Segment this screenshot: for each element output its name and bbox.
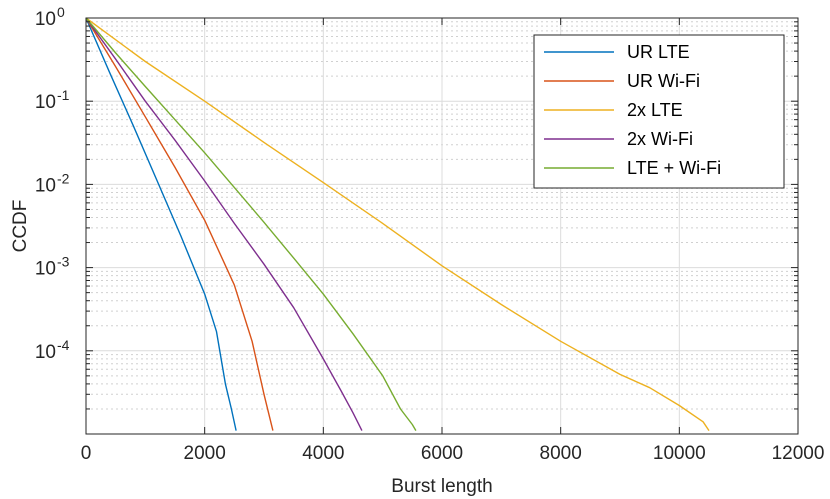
series-line [85,17,274,431]
legend-box [533,34,785,189]
legend-label: UR Wi-Fi [627,71,700,91]
x-tick-label: 4000 [302,443,344,464]
series-line [85,17,710,431]
y-tick-label: 10 [35,175,56,196]
y-tick-label: 10 [35,92,56,113]
y-tick-label: 10 [35,342,56,363]
x-axis-label: Burst length [391,476,492,497]
y-tick-exponent: 0 [57,4,65,20]
legend: UR LTE UR Wi-Fi 2x LTE 2x Wi-Fi LTE + Wi-Fi [533,34,785,189]
y-tick-exponent: -2 [57,170,70,186]
series-line [85,17,237,431]
x-tick-label: 12000 [772,443,825,464]
axis-ticks [85,17,799,434]
x-tick-label: 6000 [421,443,463,464]
x-tick-labels: 0 2000 4000 6000 8000 10000 12000 [81,443,825,464]
x-tick-label: 8000 [540,443,582,464]
legend-label: LTE + Wi-Fi [627,158,721,178]
y-tick-exponent: -1 [57,87,70,103]
y-tick-exponent: -3 [57,254,70,270]
series-layer [85,17,710,431]
series-line [85,17,417,431]
y-tick-label: 10 [35,9,56,30]
legend-label: UR LTE [627,42,690,62]
series-line [85,17,363,431]
y-tick-exponent: -4 [57,337,70,353]
x-tick-label: 2000 [184,443,226,464]
legend-label: 2x Wi-Fi [627,129,693,149]
y-axis-label: CCDF [10,200,31,253]
x-tick-label: 10000 [653,443,706,464]
x-tick-label: 0 [81,443,92,464]
legend-label: 2x LTE [627,100,683,120]
y-tick-label: 10 [35,259,56,280]
